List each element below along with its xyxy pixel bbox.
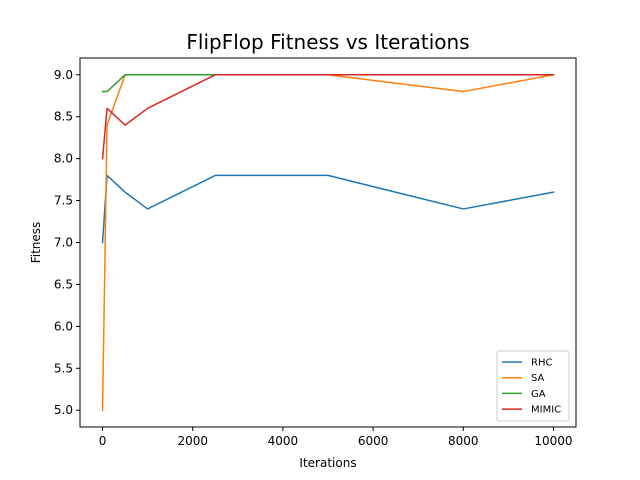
legend-label-sa: SA <box>531 373 545 384</box>
series-line-ga <box>101 74 555 93</box>
x-tick-label: 2000 <box>177 434 208 448</box>
x-tick-label: 10000 <box>534 434 572 448</box>
y-tick-label: 8.0 <box>54 152 73 166</box>
y-axis-ticks: 5.0 5.5 6.0 6.5 7.0 7.5 8.0 8.5 9.0 <box>54 68 80 417</box>
y-tick-label: 9.0 <box>54 68 73 82</box>
y-tick-label: 7.5 <box>54 194 73 208</box>
legend-label-ga: GA <box>531 389 546 400</box>
legend-label-mimic: MIMIC <box>531 405 561 416</box>
legend: RHC SA GA MIMIC <box>496 350 570 422</box>
legend-box <box>496 350 570 422</box>
y-tick-label: 8.5 <box>54 110 73 124</box>
x-tick-label: 6000 <box>358 434 389 448</box>
legend-label-rhc: RHC <box>531 358 552 369</box>
y-tick-label: 6.0 <box>54 319 73 333</box>
x-axis-ticks: 0 2000 4000 6000 8000 10000 <box>99 427 573 448</box>
chart-title: FlipFlop Fitness vs Iterations <box>186 30 469 54</box>
y-tick-label: 5.5 <box>54 361 73 375</box>
y-tick-label: 7.0 <box>54 236 73 250</box>
series-layer <box>101 73 555 411</box>
y-axis-label: Fitness <box>29 222 43 264</box>
x-tick-label: 8000 <box>448 434 479 448</box>
x-axis-label: Iterations <box>299 456 356 470</box>
x-tick-label: 0 <box>99 434 107 448</box>
series-line-mimic <box>101 74 555 160</box>
series-line-rhc <box>101 174 555 244</box>
y-tick-label: 5.0 <box>54 403 73 417</box>
y-tick-label: 6.5 <box>54 277 73 291</box>
x-tick-label: 4000 <box>268 434 299 448</box>
series-line-sa <box>101 73 555 411</box>
